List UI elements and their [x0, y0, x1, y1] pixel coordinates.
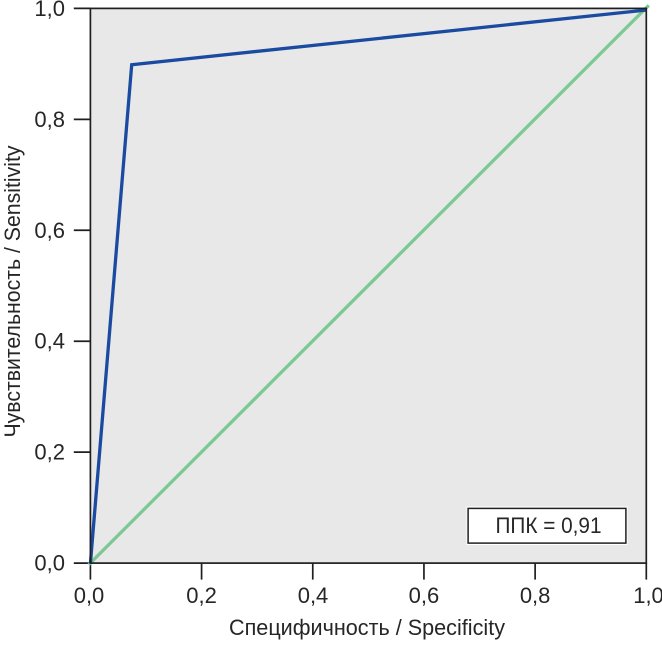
- svg-text:0,2: 0,2: [34, 440, 65, 465]
- svg-text:0,4: 0,4: [34, 329, 65, 354]
- svg-text:0,0: 0,0: [34, 551, 65, 576]
- svg-text:Специфичность / Specificity: Специфичность / Specificity: [229, 615, 505, 640]
- svg-text:0,8: 0,8: [34, 107, 65, 132]
- svg-text:0,6: 0,6: [409, 583, 440, 608]
- svg-text:0,2: 0,2: [186, 583, 217, 608]
- svg-text:0,4: 0,4: [298, 583, 329, 608]
- svg-text:ППК = 0,91: ППК = 0,91: [496, 513, 602, 538]
- svg-text:1,0: 1,0: [34, 0, 65, 21]
- svg-text:0,8: 0,8: [520, 583, 551, 608]
- svg-text:1,0: 1,0: [633, 583, 662, 608]
- svg-text:0,0: 0,0: [74, 583, 105, 608]
- svg-text:0,6: 0,6: [34, 218, 65, 243]
- svg-text:Чувствительность / Sensitivity: Чувствительность / Sensitivity: [0, 146, 25, 438]
